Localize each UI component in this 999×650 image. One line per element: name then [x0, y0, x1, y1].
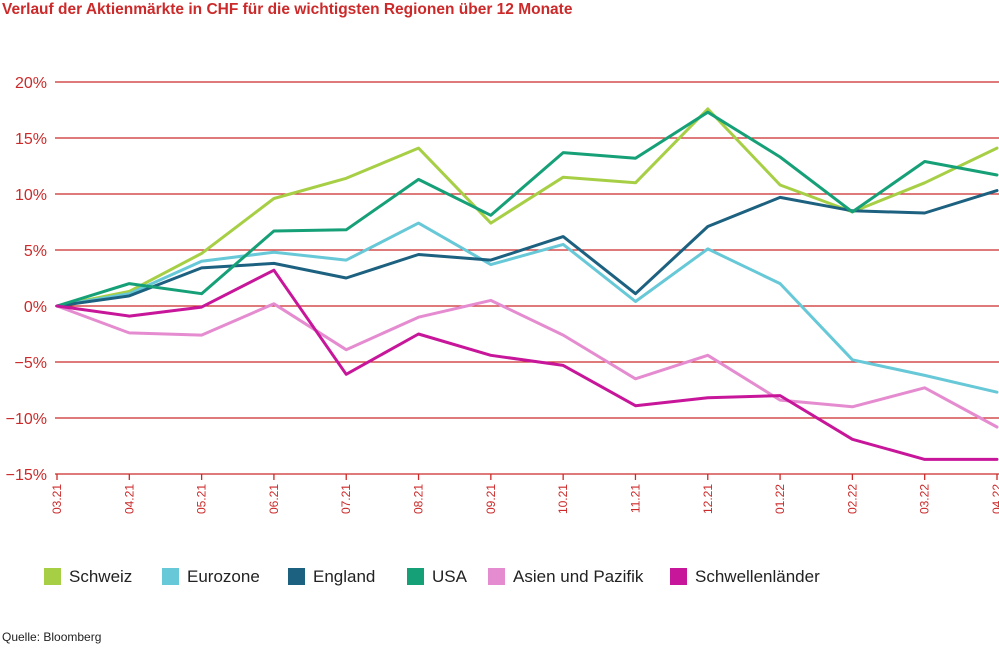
legend-label: USA — [432, 567, 468, 586]
x-tick-label: 11.21 — [628, 484, 642, 513]
legend-swatch — [488, 568, 505, 585]
x-tick-label: 07.21 — [339, 484, 353, 514]
y-tick-label: 5% — [24, 243, 47, 260]
y-tick-label: −5% — [15, 355, 47, 372]
series-line-3 — [55, 110, 999, 308]
legend-swatch — [162, 568, 179, 585]
legend-swatch — [407, 568, 424, 585]
legend-swatch — [44, 568, 61, 585]
y-tick-label: −10% — [6, 411, 47, 428]
y-tick-label: 15% — [15, 131, 47, 148]
x-tick-label: 10.21 — [556, 484, 570, 514]
legend-label: England — [313, 567, 375, 586]
legend: Schweiz Eurozone England USA Asien und Pazif… — [44, 567, 820, 586]
series-line-5 — [55, 268, 999, 461]
x-tick-label: 01.22 — [773, 484, 787, 514]
x-tick-label: 03.22 — [918, 484, 932, 514]
x-tick-label: 03.21 — [50, 484, 64, 514]
legend-label: Asien und Pazifik — [513, 567, 644, 586]
x-tick-label: 06.21 — [267, 484, 281, 514]
x-tick-label: 12.21 — [701, 484, 715, 514]
y-axis-ticks: 20% 15% 10% 5% 0% −5% −10% −15% — [6, 75, 47, 484]
y-tick-label: 0% — [24, 299, 47, 316]
legend-swatch — [670, 568, 687, 585]
x-tick-label: 09.21 — [484, 484, 498, 514]
legend-swatch — [288, 568, 305, 585]
series-line-1 — [55, 221, 999, 394]
x-tick-label: 08.21 — [412, 484, 426, 514]
x-tick-label: 02.22 — [845, 484, 859, 514]
chart-title: Verlauf der Aktienmärkte in CHF für die … — [2, 1, 573, 18]
x-tick-label: 04.21 — [122, 484, 136, 514]
legend-label: Schwellenländer — [695, 567, 820, 586]
x-tick-label: 04.22 — [990, 484, 999, 514]
legend-label: Schweiz — [69, 567, 132, 586]
y-tick-label: −15% — [6, 467, 47, 484]
source-note: Quelle: Bloomberg — [2, 630, 102, 644]
y-tick-label: 10% — [15, 187, 47, 204]
y-tick-label: 20% — [15, 75, 47, 92]
series-lines — [55, 107, 999, 461]
gridlines — [55, 81, 999, 475]
series-line-4 — [55, 298, 999, 429]
x-tick-label: 05.21 — [195, 484, 209, 514]
x-axis-ticks: 03.21 04.21 05.21 06.21 07.21 08.21 09.21 10.21… — [50, 474, 999, 514]
legend-label: Eurozone — [187, 567, 260, 586]
series-line-2 — [55, 189, 999, 308]
